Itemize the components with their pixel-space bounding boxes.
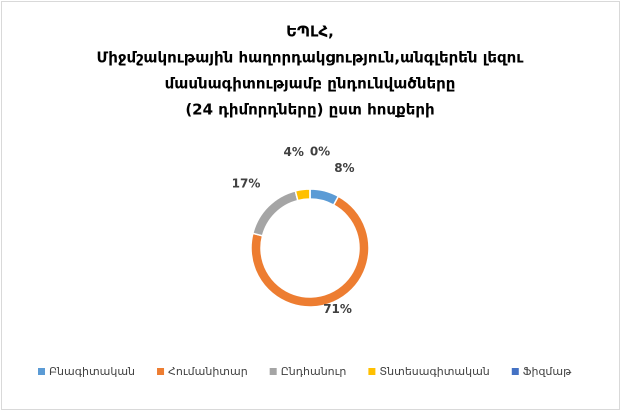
data-label: 8%: [334, 161, 354, 175]
chart-title: մասնագիտությամբ ընդունվածները: [165, 75, 456, 93]
donut-segment: [294, 188, 311, 202]
legend-label: Ֆիզմաթ: [523, 365, 572, 378]
legend-label: Տնտեսագիտական: [379, 365, 489, 378]
data-label: 17%: [232, 177, 261, 191]
legend-swatch: [157, 368, 165, 375]
chart-title: ԵՊԼՀ,: [286, 23, 334, 41]
data-label: 4%: [284, 145, 304, 159]
legend-label: Հումանիտար: [168, 365, 248, 378]
legend-swatch: [38, 368, 45, 375]
data-label: 71%: [323, 302, 352, 316]
legend-label: Ընդհանուր: [281, 365, 347, 378]
legend-label: Բնագիտական: [49, 365, 135, 378]
legend-swatch: [511, 368, 519, 375]
chart-title: (24 դիմորդները) ըստ հոսքերի: [185, 101, 434, 119]
data-label: 0%: [310, 145, 330, 159]
legend-swatch: [368, 368, 376, 375]
legend-swatch: [269, 368, 277, 375]
chart-title: Միջմշակութային հաղորդակցություն,անգլերեն…: [97, 49, 525, 67]
